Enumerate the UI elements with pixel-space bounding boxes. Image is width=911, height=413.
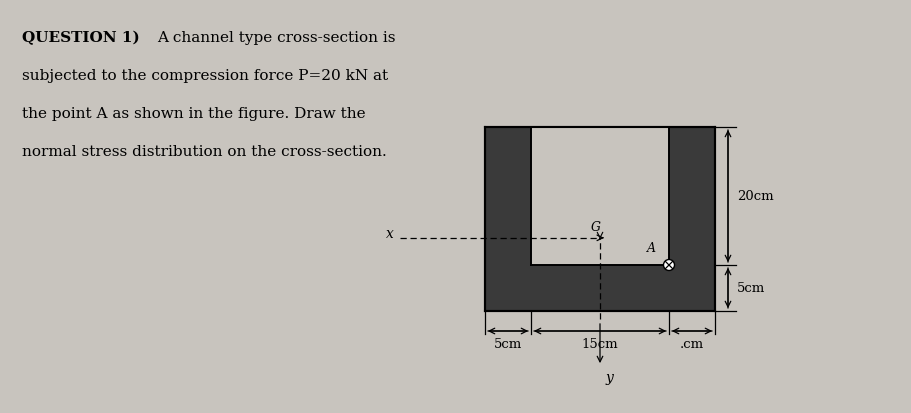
Text: 15cm: 15cm xyxy=(581,338,618,351)
Text: the point A as shown in the figure. Draw the: the point A as shown in the figure. Draw… xyxy=(22,107,365,121)
Text: A channel type cross-section is: A channel type cross-section is xyxy=(157,31,395,45)
Text: G: G xyxy=(590,221,600,234)
Bar xyxy=(530,127,669,265)
Text: y: y xyxy=(605,371,613,385)
Text: 5cm: 5cm xyxy=(494,338,522,351)
Text: x: x xyxy=(385,227,394,241)
Text: subjected to the compression force P=20 kN at: subjected to the compression force P=20 … xyxy=(22,69,388,83)
Text: normal stress distribution on the cross-section.: normal stress distribution on the cross-… xyxy=(22,145,386,159)
Bar xyxy=(485,127,714,311)
Text: 5cm: 5cm xyxy=(736,282,764,294)
Text: 20cm: 20cm xyxy=(736,190,773,202)
Text: QUESTION 1): QUESTION 1) xyxy=(22,31,139,45)
Circle shape xyxy=(663,259,674,271)
Text: .cm: .cm xyxy=(680,338,703,351)
Text: A: A xyxy=(646,242,655,255)
